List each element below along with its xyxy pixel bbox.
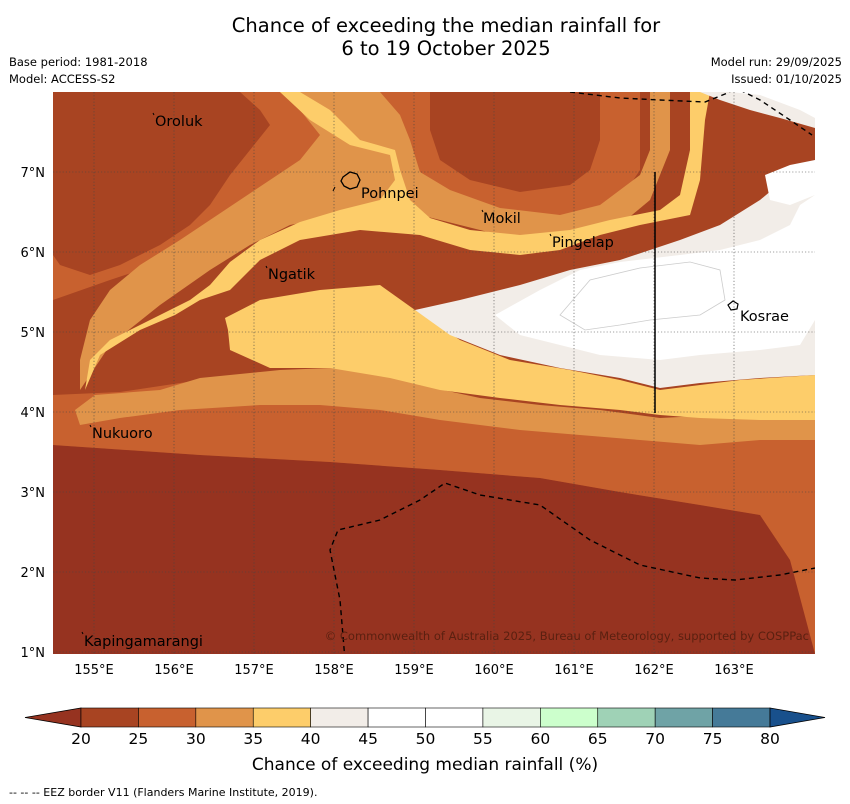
colorbar-tick-label: 50 [415,730,436,748]
colorbar-tick-label: 20 [71,730,91,748]
eez-footnote: -- -- -- EEZ border V11 (Flanders Marine… [9,786,318,799]
colorbar-segment [138,707,197,728]
model-run: Model run: 29/09/2025 [710,55,842,69]
dot-pingelap [549,233,552,237]
colorbar-tick-label: 65 [587,730,608,748]
title-line-2: 6 to 19 October 2025 [341,37,551,60]
colorbar-segment [195,707,254,728]
colorbar-label: Chance of exceeding median rainfall (%) [251,755,599,775]
colorbar-tick-label: 80 [760,730,780,748]
dot-mokil [481,209,484,213]
model-name: Model: ACCESS-S2 [9,72,116,86]
latitude-label: 4°N [21,406,46,421]
band-50-55 [495,92,815,360]
colorbar-segment [80,707,139,728]
meta-right: Model run: 29/09/2025 Issued: 01/10/2025 [711,54,842,88]
colorbar-tick-label: 30 [185,730,206,748]
longitude-labels: 155°E 156°E 157°E 158°E 159°E 160°E 161°E 162°E… [74,663,754,678]
colorbar-segment [597,707,656,728]
label-mokil: Mokil [483,211,521,227]
label-kosrae: Kosrae [740,309,789,325]
place-dots [81,112,552,635]
latitude-labels: 7°N 6°N 5°N 4°N 3°N 2°N 1°N [21,166,46,661]
dot-ngatik [265,265,268,269]
dot-oroluk [152,112,155,116]
place-labels: Oroluk Pohnpei Mokil Pingelap Ngatik Kos… [84,114,789,650]
colorbar-tick-label: 70 [645,730,666,748]
label-ngatik: Ngatik [268,267,316,283]
latitude-label: 2°N [21,566,46,581]
base-period: Base period: 1981-2018 [9,55,148,69]
pohnpei-mark [332,186,336,192]
latitude-label: 5°N [21,326,46,341]
label-pohnpei: Pohnpei [361,186,419,202]
latitude-label: 3°N [21,486,46,501]
dot-nukuoro [89,424,92,428]
latitude-label: 6°N [21,246,46,261]
pohnpei-island [340,171,361,190]
longitude-label: 159°E [394,663,434,678]
colorbar-tick-label: 35 [243,730,264,748]
chart-title: Chance of exceeding the median rainfall … [0,14,850,60]
latitude-label: 1°N [21,646,46,661]
label-pingelap: Pingelap [552,235,614,251]
colorbar-segment [540,707,599,728]
colorbar-segment [654,707,713,728]
title-line-1: Chance of exceeding the median rainfall … [231,14,661,37]
contour-55 [559,261,726,331]
copyright-text: © Commonwealth of Australia 2025, Bureau… [325,629,809,643]
map-gridlines [53,92,815,654]
longitude-label: 163°E [714,663,754,678]
longitude-label: 162°E [634,663,674,678]
band-40-45 [85,92,815,420]
eez-border-north [569,92,813,136]
colorbar-tick-label: 40 [300,730,321,748]
colorbar-tick-label: 25 [128,730,149,748]
longitude-label: 157°E [234,663,274,678]
colorbar-segment [367,707,426,728]
longitude-label: 156°E [154,663,194,678]
label-kapingamarangi: Kapingamarangi [84,634,203,650]
colorbar-tick-label: 60 [530,730,551,748]
colorbar-segment [712,707,771,728]
colorbar-tick-label: 75 [702,730,723,748]
latitude-label: 7°N [21,166,46,181]
longitude-label: 161°E [554,663,594,678]
colorbar-segment [482,707,541,728]
colorbar-under-arrow [24,707,82,728]
eez-border-south [329,482,815,654]
band-35-40 [75,92,815,445]
colorbar [24,707,826,728]
longitude-label: 160°E [474,663,514,678]
colorbar-segment [425,707,484,728]
colorbar-segment [252,707,311,728]
longitude-label: 155°E [74,663,114,678]
issued-date: Issued: 01/10/2025 [731,72,842,86]
colorbar-tick-label: 45 [358,730,378,748]
longitude-label: 158°E [314,663,354,678]
colorbar-tick-label: 55 [473,730,493,748]
kosrae-island [727,300,739,311]
label-oroluk: Oroluk [155,114,203,130]
colorbar-over-arrow [769,707,826,728]
colorbar-segment [310,707,369,728]
dot-kapingamarangi [81,631,84,635]
label-nukuoro: Nukuoro [92,426,153,442]
meta-left: Base period: 1981-2018 Model: ACCESS-S2 [9,54,148,88]
